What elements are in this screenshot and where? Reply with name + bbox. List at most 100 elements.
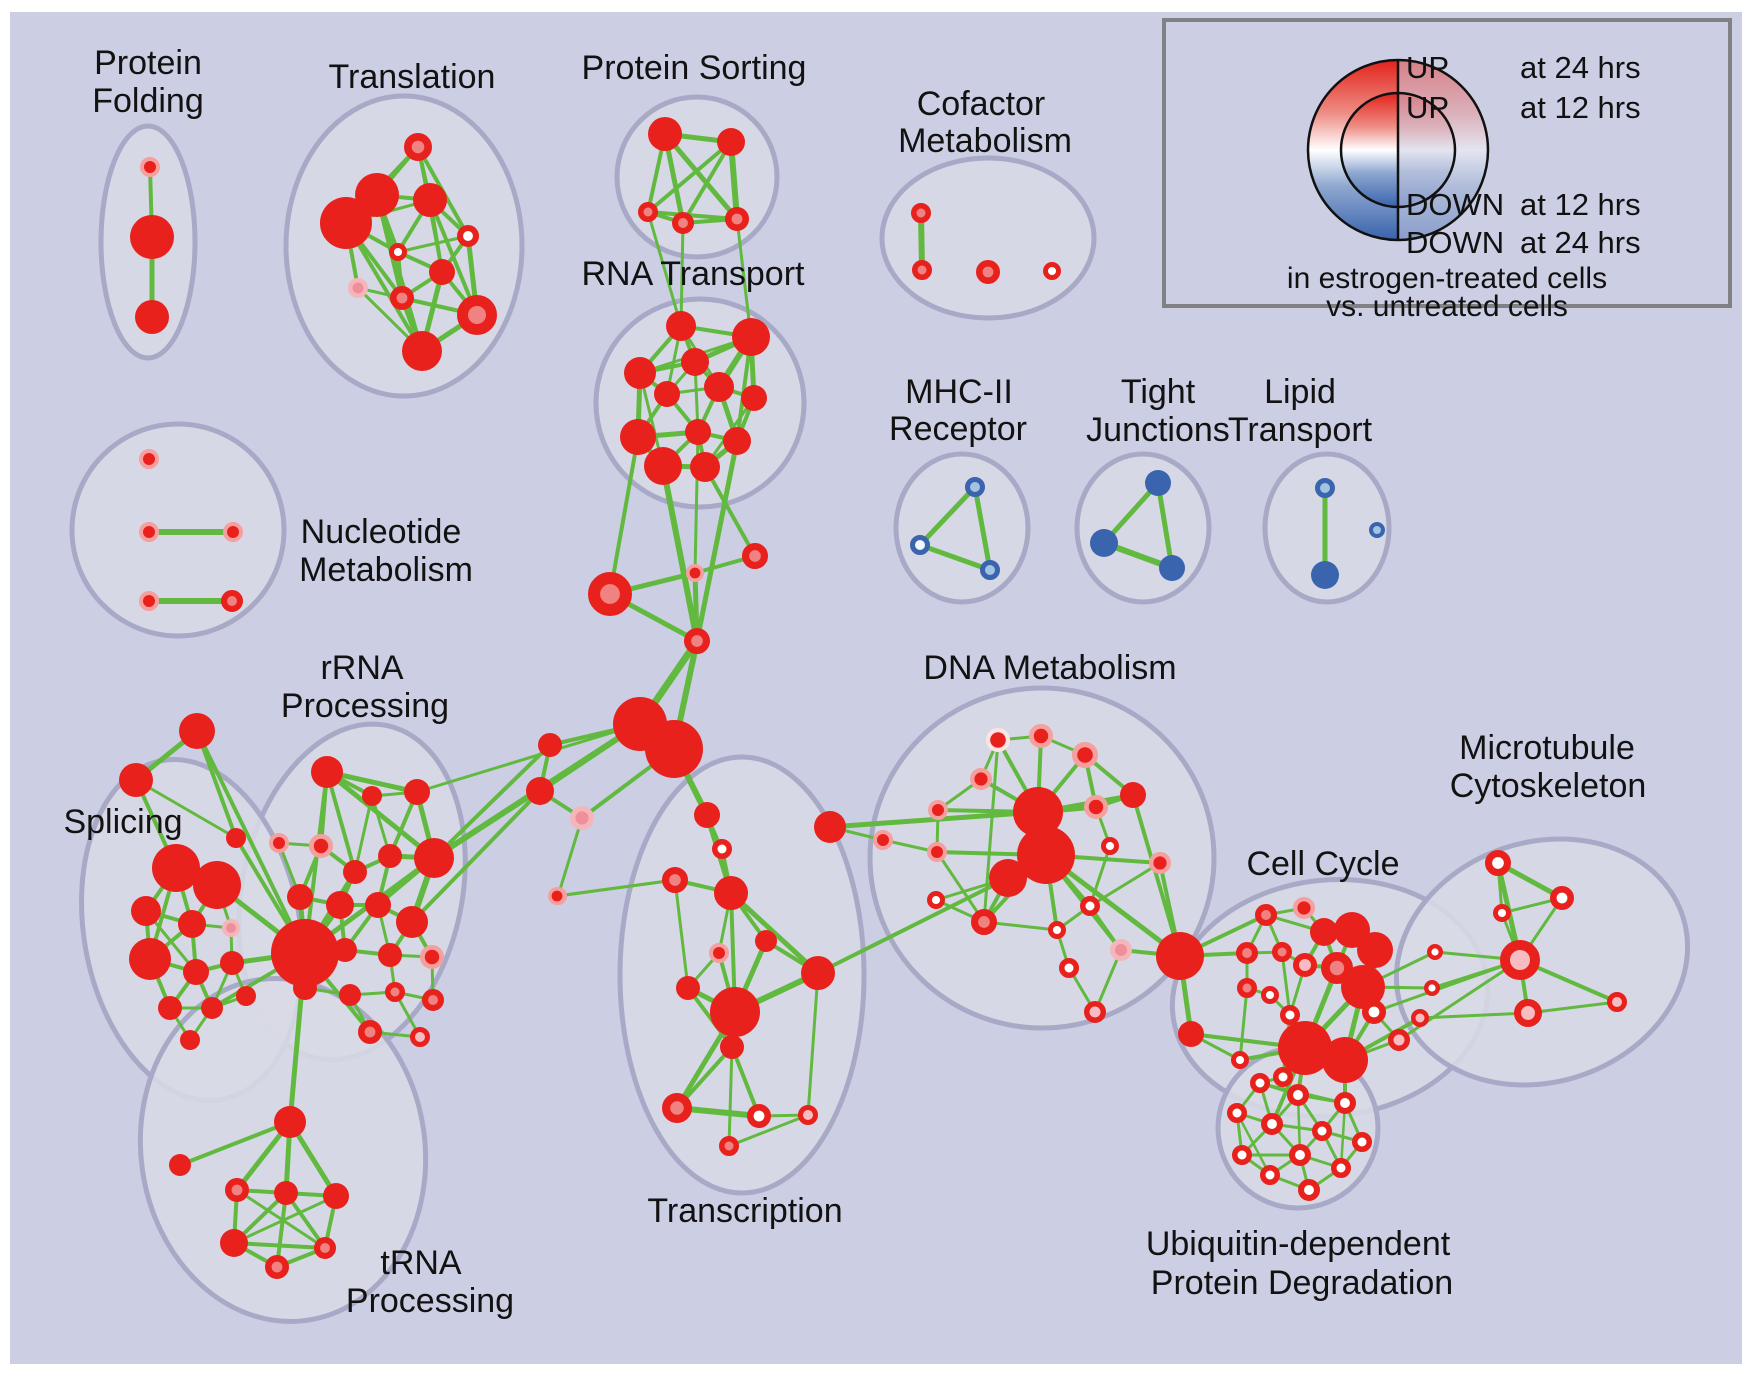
dna-metabolism-edge <box>935 850 986 924</box>
transcription-node <box>547 886 566 905</box>
transcription-node <box>662 1093 692 1123</box>
rna-transport-node <box>741 385 767 411</box>
cluster-label-nucleotide-metabolism: Metabolism <box>299 551 473 589</box>
protein-sorting-node <box>648 117 682 151</box>
legend-box: UP at 24 hrs UP at 12 hrs DOWN at 12 hrs… <box>1162 18 1732 323</box>
microtubule-cytoskeleton-node <box>1423 980 1440 997</box>
dna-metabolism-node <box>1148 852 1171 875</box>
splicing-node <box>131 896 161 926</box>
protein-sorting-ellipse <box>614 94 780 260</box>
microtubule-cytoskeleton-edge <box>1526 1000 1619 1015</box>
rna-transport-node <box>620 419 656 455</box>
rrna-processing-node <box>287 884 313 910</box>
interstitial-edge <box>556 816 584 898</box>
ubiquitin-degradation-node <box>1250 1073 1270 1093</box>
trna-processing-edge <box>232 1194 338 1245</box>
cluster-label-translation: Translation <box>329 58 496 96</box>
cluster-label-protein-folding: Folding <box>92 82 204 120</box>
tight-junctions-node <box>1159 555 1185 581</box>
dna-metabolism-node <box>1100 836 1119 855</box>
protein-folding-node <box>140 157 160 177</box>
nucleotide-metabolism-node <box>223 522 243 542</box>
transcription-node <box>720 1035 744 1059</box>
cofactor-metabolism-node <box>912 260 932 280</box>
rna-transport-node <box>690 452 720 482</box>
cluster-label-ubiquitin-degradation: Ubiquitin-dependent <box>1146 1225 1451 1263</box>
protein-sorting-edge <box>646 140 733 214</box>
transcription-node <box>714 876 748 910</box>
rrna-processing-node <box>343 860 367 884</box>
cell-cycle-node <box>1292 897 1315 920</box>
rrna-processing-edge <box>324 769 437 861</box>
lipid-transport-node <box>1311 561 1339 589</box>
link-edge <box>660 463 700 644</box>
legend-term: UP <box>1406 90 1450 125</box>
cluster-label-microtubule-cytoskeleton: Microtubule <box>1459 729 1635 767</box>
trna-processing-node <box>323 1183 349 1209</box>
rrna-processing-edge <box>353 794 374 874</box>
interstitial-edge <box>134 778 238 840</box>
interstitial-node <box>570 806 595 831</box>
link-edge <box>646 210 683 328</box>
dna-metabolism-node <box>927 842 947 862</box>
rna-transport-node <box>666 311 696 341</box>
dna-metabolism-node <box>928 800 948 820</box>
translation-node <box>348 278 368 298</box>
transcription-node <box>676 976 700 1000</box>
rna-transport-node <box>732 318 770 356</box>
dna-metabolism-node <box>1047 920 1066 939</box>
trna-processing-node <box>274 1181 298 1205</box>
lipid-transport-node <box>1369 522 1385 538</box>
trna-processing-node <box>169 1154 191 1176</box>
cell-cycle-edge <box>1238 986 1249 1062</box>
cluster-label-protein-sorting: Protein Sorting <box>582 49 807 87</box>
dna-metabolism-node <box>1156 932 1204 980</box>
transcription-node <box>710 987 760 1037</box>
transcription-node <box>712 839 732 859</box>
transcription-edge <box>806 971 820 1117</box>
rrna-processing-node <box>271 919 339 987</box>
cluster-label-cell-cycle: Cell Cycle <box>1246 845 1399 883</box>
link-edge <box>735 217 753 339</box>
dna-metabolism-node <box>1120 782 1146 808</box>
cluster-label-transcription: Transcription <box>647 1192 842 1230</box>
microtubule-cytoskeleton-node <box>1500 940 1540 980</box>
link-edge <box>1372 958 1522 1014</box>
cofactor-metabolism-ellipse <box>879 155 1097 321</box>
legend-time: at 12 hrs <box>1520 90 1641 125</box>
cluster-label-tight-junctions: Junctions <box>1086 411 1230 449</box>
splicing-node <box>220 951 244 975</box>
transcription-node <box>662 867 689 894</box>
cell-cycle-node <box>1255 904 1278 927</box>
dna-metabolism-node <box>1059 958 1079 978</box>
dna-metabolism-node <box>985 727 1010 752</box>
dna-metabolism-node <box>1109 938 1132 961</box>
cell-cycle-node <box>1322 1037 1368 1083</box>
tight-junctions-edge <box>1155 480 1175 571</box>
mhc-ii-receptor-node <box>965 477 985 497</box>
transcription-edge <box>673 878 690 990</box>
ubiquitin-degradation-edge <box>1235 1111 1272 1177</box>
microtubule-cytoskeleton-edge <box>1418 1011 1530 1020</box>
ubiquitin-degradation-node <box>1298 1179 1321 1202</box>
cluster-label-protein-folding: Protein <box>94 44 202 82</box>
cell-cycle-node <box>1178 1021 1204 1047</box>
rrna-processing-node <box>308 834 333 859</box>
dna-metabolism-edge <box>1093 948 1123 1014</box>
cell-cycle-node <box>1230 1050 1249 1069</box>
microtubule-cytoskeleton-ellipse <box>1393 836 1691 1088</box>
protein-sorting-node <box>724 207 749 232</box>
dna-metabolism-node <box>873 830 893 850</box>
link-edge <box>703 465 757 558</box>
splicing-node <box>129 938 171 980</box>
lipid-transport-node <box>1315 478 1335 498</box>
translation-node <box>402 331 442 371</box>
tight-junctions-ellipse <box>1074 451 1212 605</box>
cluster-label-cofactor-metabolism: Cofactor <box>917 85 1046 123</box>
transcription-edge <box>727 1045 734 1148</box>
rrna-processing-node <box>414 838 454 878</box>
cell-cycle-node <box>1280 1005 1300 1025</box>
microtubule-cytoskeleton-node <box>1607 992 1627 1012</box>
rrna-processing-node <box>365 892 391 918</box>
link-edge <box>410 789 542 924</box>
